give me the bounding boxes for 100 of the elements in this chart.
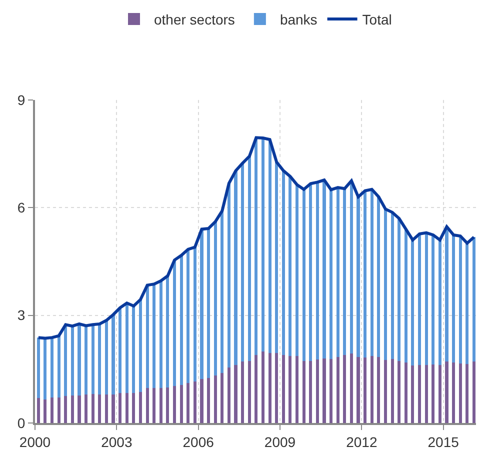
bar xyxy=(70,395,74,423)
bar xyxy=(180,255,183,385)
legend-label: Total xyxy=(362,11,392,28)
bar xyxy=(91,394,94,423)
bar xyxy=(64,324,68,396)
bar xyxy=(125,303,128,394)
bar xyxy=(404,362,408,423)
bar xyxy=(316,182,319,360)
bar xyxy=(398,218,401,361)
bar xyxy=(275,353,278,423)
bar xyxy=(282,354,285,423)
bar xyxy=(241,163,244,362)
bar xyxy=(472,362,476,423)
bar xyxy=(288,356,292,423)
bar xyxy=(132,306,136,393)
bar xyxy=(377,356,380,423)
bar xyxy=(336,356,340,423)
bar xyxy=(200,229,204,379)
bar xyxy=(172,260,176,386)
bar xyxy=(302,360,306,423)
bar xyxy=(50,338,54,398)
bar xyxy=(227,368,230,423)
bar xyxy=(432,234,435,364)
bar xyxy=(91,324,94,394)
bar xyxy=(261,352,265,423)
bar xyxy=(207,378,210,423)
bar xyxy=(112,314,115,395)
bar xyxy=(214,376,217,423)
bar xyxy=(261,138,265,352)
bar xyxy=(343,354,346,423)
bar xyxy=(282,170,285,355)
bar xyxy=(336,188,340,357)
bar xyxy=(438,240,442,366)
bar xyxy=(377,196,380,357)
bar xyxy=(214,222,217,376)
bar xyxy=(424,232,428,366)
bar xyxy=(398,360,401,423)
y-tick-label: 0 xyxy=(17,414,26,431)
bar xyxy=(309,360,312,423)
bar xyxy=(44,338,47,400)
bar xyxy=(458,236,462,364)
bar xyxy=(316,359,319,423)
bar xyxy=(364,190,367,358)
bar xyxy=(159,280,162,388)
bar xyxy=(125,393,128,423)
bar xyxy=(322,358,326,423)
bar xyxy=(172,386,176,423)
bar xyxy=(445,362,448,423)
bar xyxy=(466,243,469,364)
bar xyxy=(234,170,238,366)
bar xyxy=(159,388,162,423)
bar xyxy=(295,184,299,356)
bar xyxy=(84,394,88,423)
bar xyxy=(193,247,196,382)
bar xyxy=(424,365,428,423)
bar xyxy=(180,384,183,423)
bar xyxy=(295,356,299,423)
bar xyxy=(36,338,40,398)
bar xyxy=(98,394,102,423)
bar xyxy=(404,229,408,362)
bar xyxy=(472,237,476,362)
bar xyxy=(411,240,414,366)
y-tick-label: 6 xyxy=(17,200,26,216)
bar xyxy=(98,324,102,394)
x-tick-label: 2012 xyxy=(346,434,378,450)
bar xyxy=(152,388,156,423)
bar xyxy=(70,326,74,396)
bar xyxy=(302,189,306,361)
bar xyxy=(356,196,360,357)
bar xyxy=(466,364,469,423)
bar xyxy=(207,228,210,378)
bar xyxy=(146,388,149,423)
bar xyxy=(166,276,170,388)
bar xyxy=(138,392,142,423)
bar xyxy=(200,378,204,423)
bar xyxy=(50,398,54,423)
bar xyxy=(432,364,435,423)
bar xyxy=(322,180,326,358)
bar xyxy=(370,356,374,423)
bar xyxy=(193,382,196,423)
y-tick-label: 9 xyxy=(17,92,26,108)
bar xyxy=(220,373,224,423)
bar xyxy=(364,358,367,423)
bar xyxy=(309,184,312,361)
bar xyxy=(84,326,88,395)
x-tick-label: 2003 xyxy=(101,434,132,450)
bar xyxy=(118,308,122,394)
bar xyxy=(44,399,47,423)
bar xyxy=(288,176,292,356)
bar xyxy=(452,362,456,423)
bar xyxy=(234,365,238,423)
bar xyxy=(132,392,136,423)
bar xyxy=(384,209,388,360)
bar xyxy=(57,398,60,423)
bar xyxy=(64,396,68,423)
bar xyxy=(248,156,251,361)
bar xyxy=(241,362,244,423)
bar xyxy=(275,162,278,354)
bar xyxy=(330,190,333,360)
y-tick-label: 3 xyxy=(17,307,26,324)
